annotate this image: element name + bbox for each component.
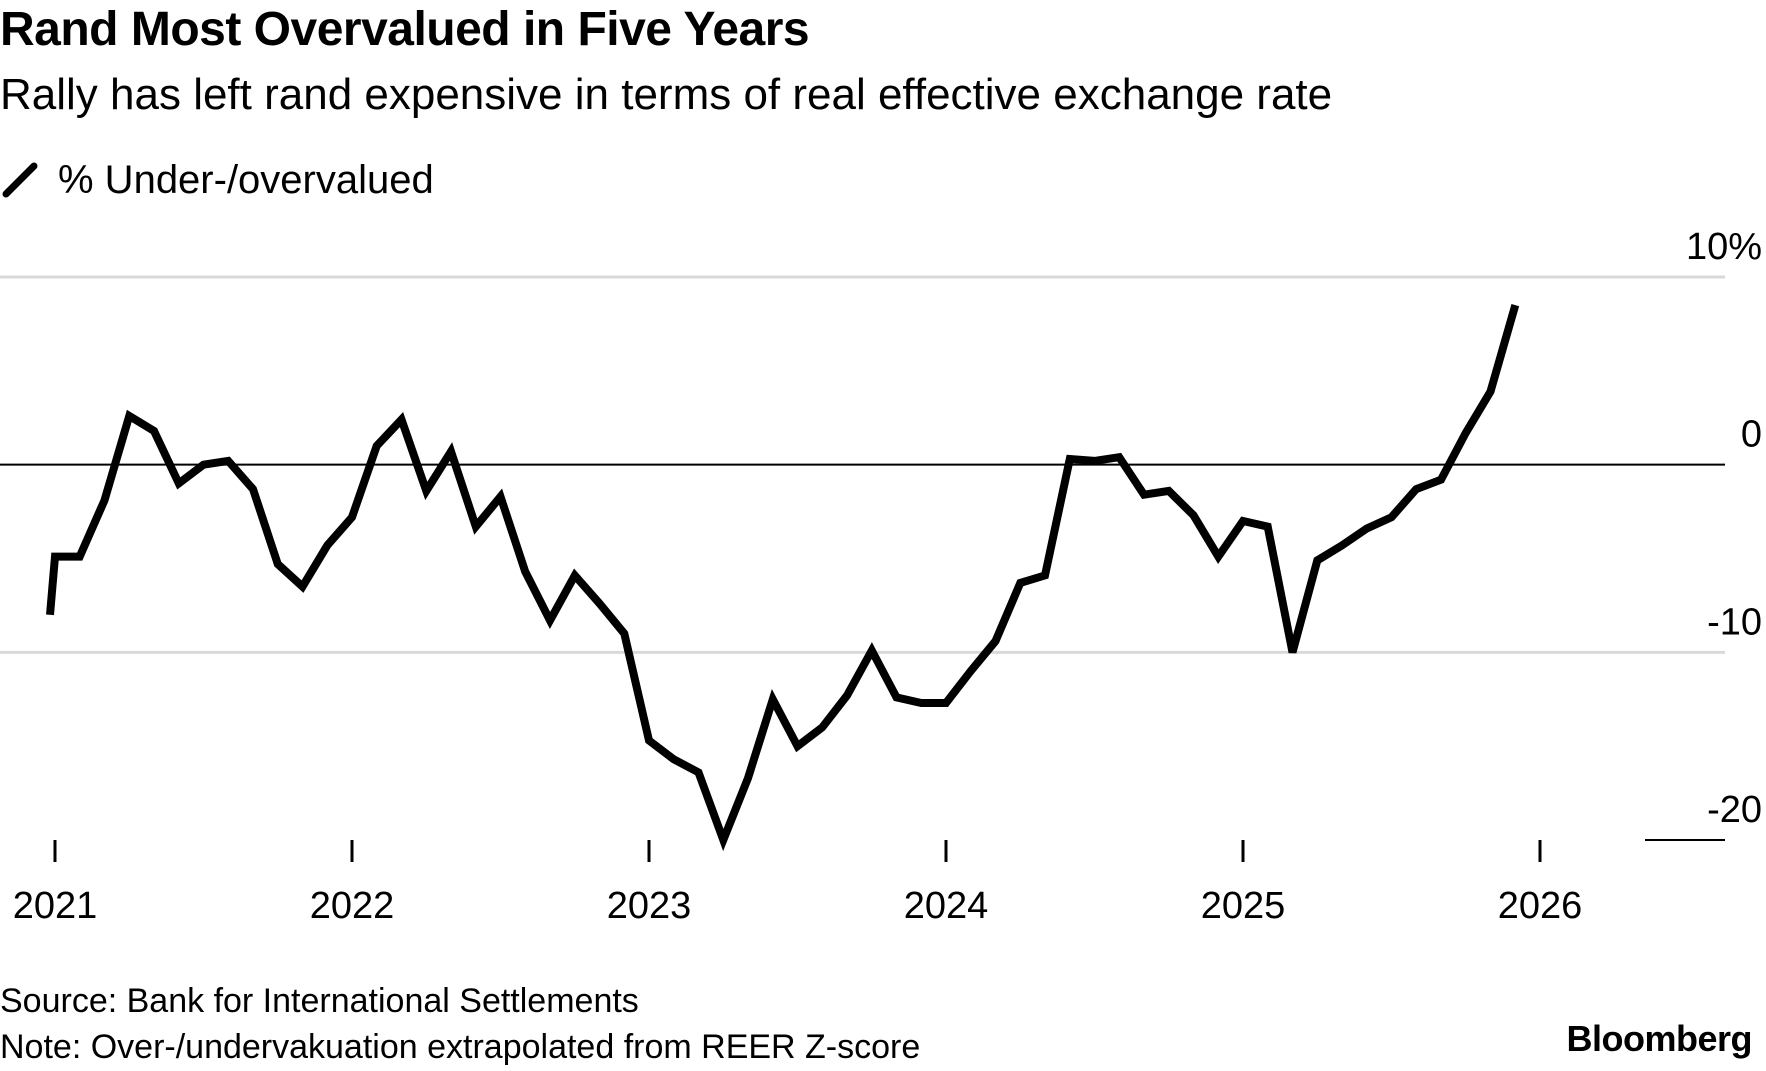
x-tick-label: 2024 — [904, 885, 989, 927]
footnote: Note: Over-/undervakuation extrapolated … — [0, 1028, 921, 1066]
legend: % Under-/overvalued — [0, 158, 434, 202]
y-tick-label: -10 — [1707, 601, 1762, 643]
y-tick-label: -20 — [1707, 789, 1762, 831]
y-tick-label: 10% — [1686, 226, 1762, 268]
x-tick-label: 2026 — [1498, 885, 1583, 927]
series-line — [46, 303, 1520, 852]
x-tick-label: 2021 — [13, 885, 98, 927]
source-note: Source: Bank for International Settlemen… — [0, 982, 639, 1020]
chart-subtitle: Rally has left rand expensive in terms o… — [0, 70, 1333, 119]
series-layer — [46, 303, 1520, 852]
chart-title: Rand Most Overvalued in Five Years — [0, 3, 810, 56]
x-tick-label: 2023 — [607, 885, 692, 927]
x-axis-ticks: 2021 2022 2023 2024 2025 2026 — [13, 840, 1583, 927]
legend-line-icon — [2, 162, 38, 198]
y-axis-ticks: 10% 0 -10 -20 — [1686, 226, 1762, 831]
grid-lines — [0, 275, 1725, 841]
bloomberg-logo: Bloomberg — [1566, 1018, 1752, 1059]
legend-label: % Under-/overvalued — [58, 157, 434, 202]
x-tick-label: 2022 — [310, 885, 395, 927]
x-tick-label: 2025 — [1201, 885, 1286, 927]
y-tick-label: 0 — [1741, 414, 1762, 456]
